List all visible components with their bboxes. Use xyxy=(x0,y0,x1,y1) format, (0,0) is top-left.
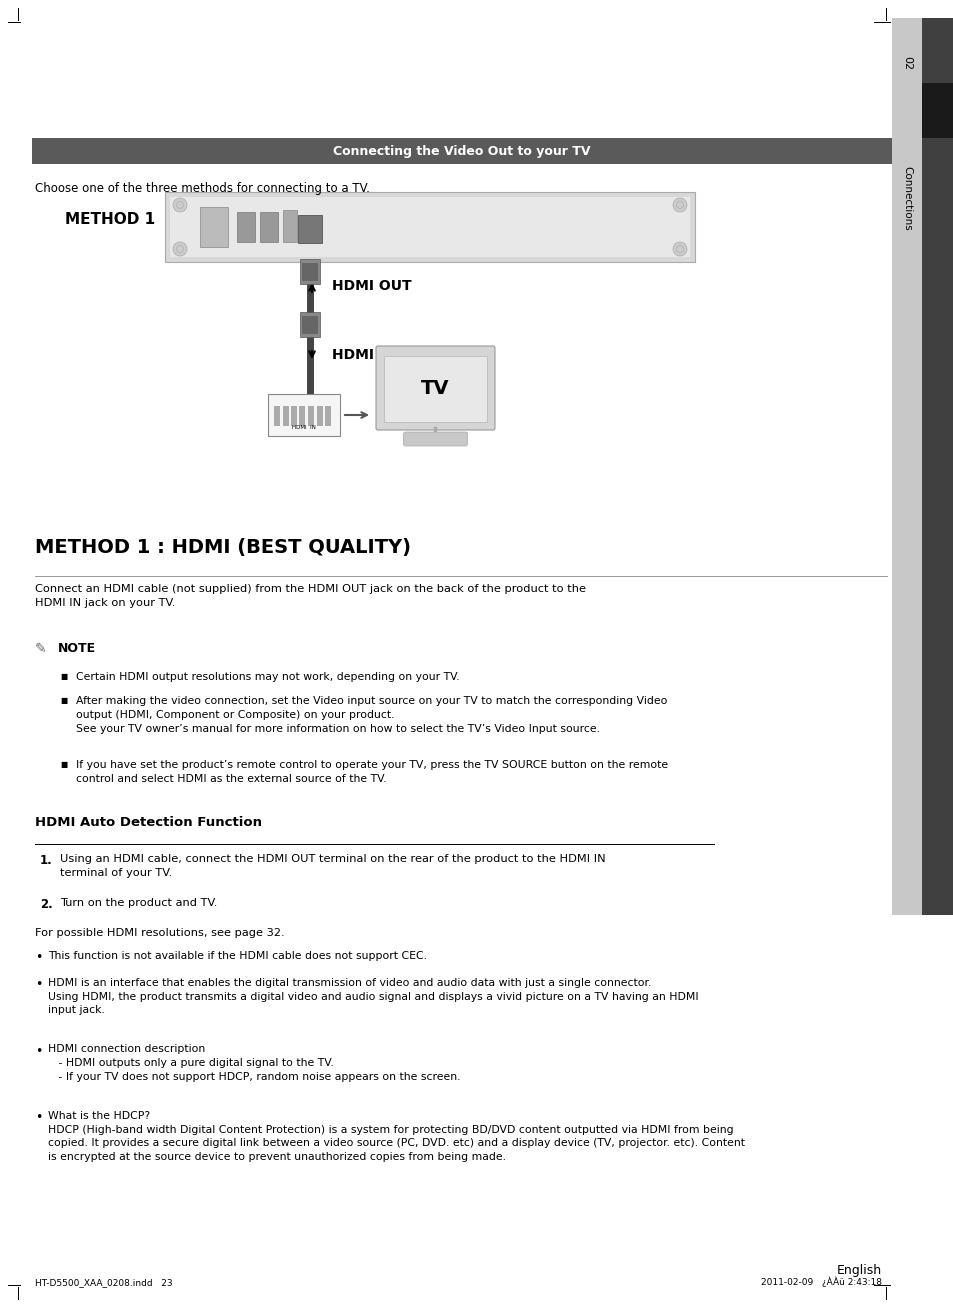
Text: METHOD 1: METHOD 1 xyxy=(65,212,154,227)
FancyBboxPatch shape xyxy=(403,433,467,446)
Text: HDMI is an interface that enables the digital transmission of video and audio da: HDMI is an interface that enables the di… xyxy=(48,978,698,1016)
Text: If you have set the product’s remote control to operate your TV, press the TV SO: If you have set the product’s remote con… xyxy=(76,759,667,784)
Bar xyxy=(268,393,339,437)
Bar xyxy=(165,192,695,261)
Bar xyxy=(299,312,319,337)
Text: For possible HDMI resolutions, see page 32.: For possible HDMI resolutions, see page … xyxy=(35,928,284,937)
Bar xyxy=(297,214,322,243)
Text: This function is not available if the HDMI cable does not support CEC.: This function is not available if the HD… xyxy=(48,950,427,961)
Text: What is the HDCP?
HDCP (High-band width Digital Content Protection) is a system : What is the HDCP? HDCP (High-band width … xyxy=(48,1111,744,1162)
Bar xyxy=(291,406,296,426)
Bar xyxy=(260,212,277,242)
Bar xyxy=(299,406,305,426)
Bar xyxy=(236,212,254,242)
Text: HDMI Auto Detection Function: HDMI Auto Detection Function xyxy=(35,816,262,829)
Bar xyxy=(316,406,322,426)
Bar xyxy=(200,207,228,247)
Text: 2011-02-09   ¿ÀÀü 2:43:18: 2011-02-09 ¿ÀÀü 2:43:18 xyxy=(760,1277,882,1287)
Text: METHOD 1 : HDMI (BEST QUALITY): METHOD 1 : HDMI (BEST QUALITY) xyxy=(35,538,411,557)
Text: ■: ■ xyxy=(60,672,67,681)
Text: Certain HDMI output resolutions may not work, depending on your TV.: Certain HDMI output resolutions may not … xyxy=(76,672,459,682)
Text: HDMI connection description
   - HDMI outputs only a pure digital signal to the : HDMI connection description - HDMI outpu… xyxy=(48,1044,460,1082)
Text: 2.: 2. xyxy=(40,898,52,911)
Text: •: • xyxy=(35,950,42,963)
Bar xyxy=(302,263,317,281)
Text: Choose one of the three methods for connecting to a TV.: Choose one of the three methods for conn… xyxy=(35,182,370,195)
Bar xyxy=(921,84,953,139)
Text: After making the video connection, set the Video input source on your TV to matc: After making the video connection, set t… xyxy=(76,697,667,733)
Circle shape xyxy=(172,197,187,212)
Circle shape xyxy=(172,242,187,256)
Bar xyxy=(282,406,288,426)
Text: NOTE: NOTE xyxy=(58,642,96,655)
Bar xyxy=(32,139,891,163)
FancyBboxPatch shape xyxy=(375,346,495,430)
Text: Turn on the product and TV.: Turn on the product and TV. xyxy=(60,898,217,908)
Text: 02: 02 xyxy=(901,56,911,71)
Bar xyxy=(325,406,331,426)
Text: •: • xyxy=(35,978,42,991)
Bar xyxy=(274,406,280,426)
Text: English: English xyxy=(836,1264,882,1277)
Text: HT-D5500_XAA_0208.indd   23: HT-D5500_XAA_0208.indd 23 xyxy=(35,1278,172,1287)
Text: Connecting the Video Out to your TV: Connecting the Video Out to your TV xyxy=(333,145,590,158)
Text: •: • xyxy=(35,1111,42,1124)
Text: HDMI IN: HDMI IN xyxy=(332,348,395,362)
Circle shape xyxy=(672,197,686,212)
Bar xyxy=(891,18,921,915)
Text: ■: ■ xyxy=(60,759,67,769)
Bar xyxy=(299,259,319,284)
Text: HDMI  IN: HDMI IN xyxy=(292,425,315,430)
Text: Connect an HDMI cable (not supplied) from the HDMI OUT jack on the back of the p: Connect an HDMI cable (not supplied) fro… xyxy=(35,584,585,608)
Text: 1.: 1. xyxy=(40,853,52,867)
Circle shape xyxy=(672,242,686,256)
Bar xyxy=(170,197,689,257)
Text: •: • xyxy=(35,1044,42,1057)
Text: TV: TV xyxy=(421,379,449,397)
Bar xyxy=(921,18,953,915)
Bar xyxy=(283,210,296,242)
Text: ■: ■ xyxy=(60,697,67,706)
Text: HDMI OUT: HDMI OUT xyxy=(332,278,411,293)
Bar xyxy=(302,316,317,335)
Text: ✎: ✎ xyxy=(35,642,47,656)
Bar xyxy=(308,406,314,426)
Text: Connections: Connections xyxy=(901,166,911,230)
Bar xyxy=(384,356,486,422)
Text: Using an HDMI cable, connect the HDMI OUT terminal on the rear of the product to: Using an HDMI cable, connect the HDMI OU… xyxy=(60,853,605,877)
